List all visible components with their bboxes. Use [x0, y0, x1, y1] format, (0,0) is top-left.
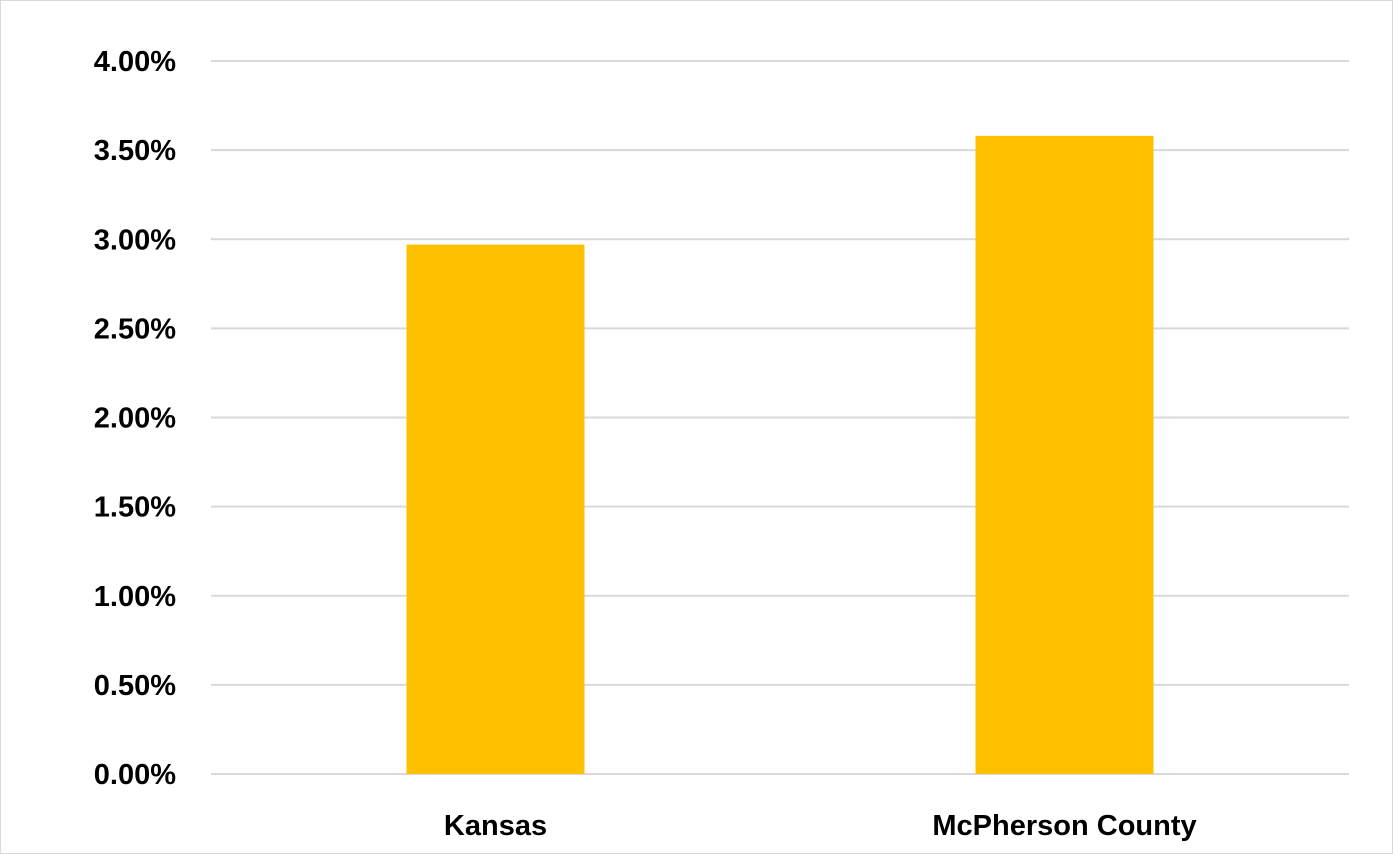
- y-tick-label: 1.50%: [94, 492, 176, 524]
- x-category-label: Kansas: [444, 810, 547, 842]
- y-tick-label: 3.50%: [94, 135, 176, 167]
- y-tick-label: 2.00%: [94, 403, 176, 435]
- y-tick-label: 3.00%: [94, 224, 176, 256]
- x-category-label: McPherson County: [932, 810, 1196, 842]
- y-axis-tick-labels: 0.00% 0.50% 1.00% 1.50% 2.00% 2.50% 3.00% 3.50%…: [94, 46, 176, 791]
- y-tick-label: 0.00%: [94, 759, 176, 791]
- y-tick-label: 0.50%: [94, 670, 176, 702]
- y-tick-label: 1.00%: [94, 581, 176, 613]
- gridlines: [211, 60, 1349, 775]
- y-tick-label: 4.00%: [94, 46, 176, 78]
- y-tick-label: 2.50%: [94, 313, 176, 345]
- bar-mcpherson-county: [975, 135, 1154, 775]
- x-axis-category-labels: Kansas McPherson County: [444, 810, 1197, 842]
- bars: [406, 135, 1154, 775]
- bar-kansas: [406, 244, 585, 774]
